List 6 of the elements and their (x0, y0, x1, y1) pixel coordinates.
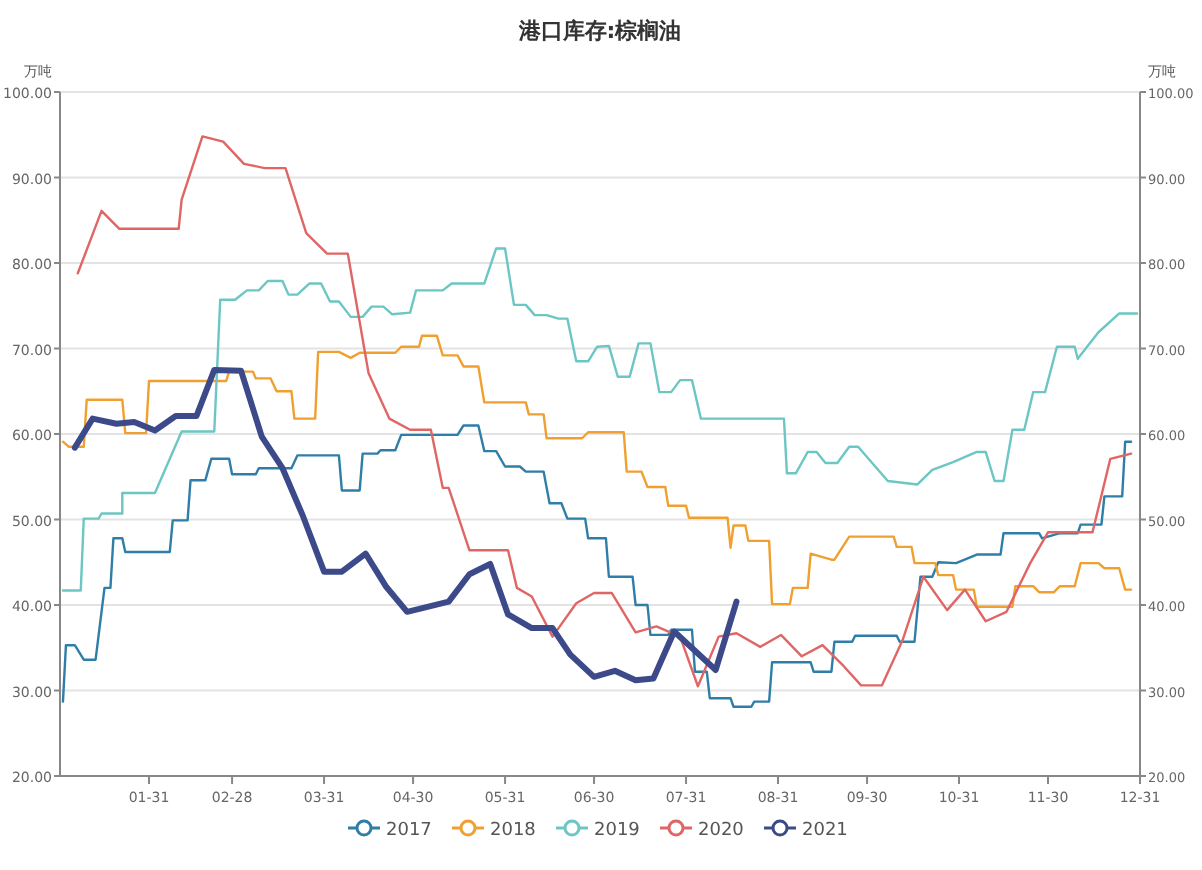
legend-label: 2018 (490, 821, 537, 841)
legend-label: 2017 (386, 821, 432, 841)
legend-label: 2021 (802, 821, 848, 841)
legend-label: 2020 (698, 821, 745, 841)
legend-label: 2019 (594, 821, 641, 841)
chart-title: 港口库存:棕榈油 (516, 18, 682, 44)
